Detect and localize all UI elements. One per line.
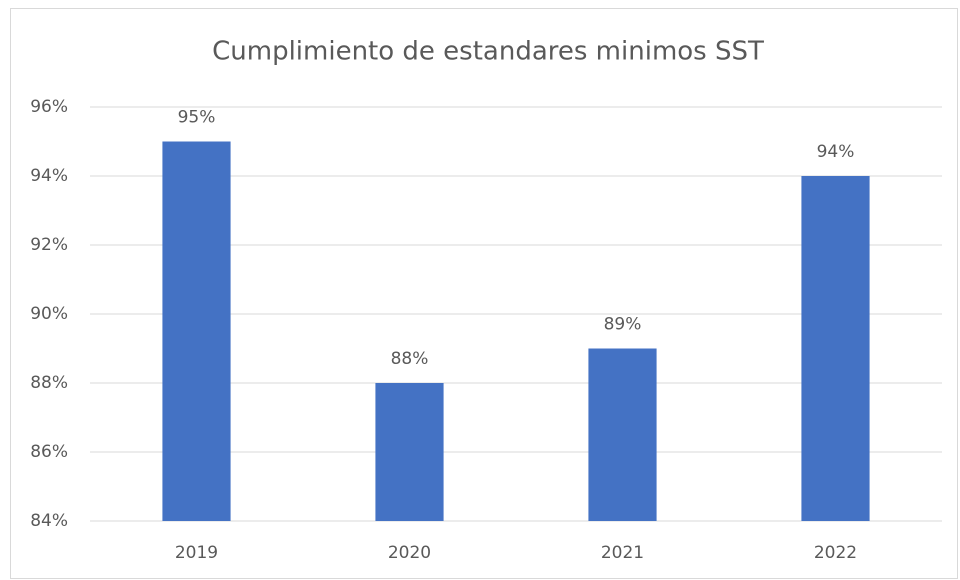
x-tick-label: 2020 xyxy=(388,543,431,563)
data-label: 94% xyxy=(817,142,855,162)
x-tick-label: 2022 xyxy=(814,543,857,563)
x-tick-label: 2019 xyxy=(175,543,218,563)
data-label: 89% xyxy=(604,315,642,335)
data-label: 88% xyxy=(391,349,429,369)
y-tick-label: 96% xyxy=(30,97,68,117)
y-tick-label: 88% xyxy=(30,373,68,393)
bar xyxy=(162,141,231,521)
bar xyxy=(375,383,444,521)
x-tick-label: 2021 xyxy=(601,543,644,563)
y-tick-label: 84% xyxy=(30,511,68,531)
bar xyxy=(588,348,657,521)
bar xyxy=(801,176,870,521)
data-label: 95% xyxy=(178,108,216,128)
y-tick-label: 94% xyxy=(30,166,68,186)
y-tick-label: 90% xyxy=(30,304,68,324)
y-tick-label: 92% xyxy=(30,235,68,255)
chart-title: Cumplimiento de estandares minimos SST xyxy=(212,37,764,67)
y-tick-label: 86% xyxy=(30,442,68,462)
